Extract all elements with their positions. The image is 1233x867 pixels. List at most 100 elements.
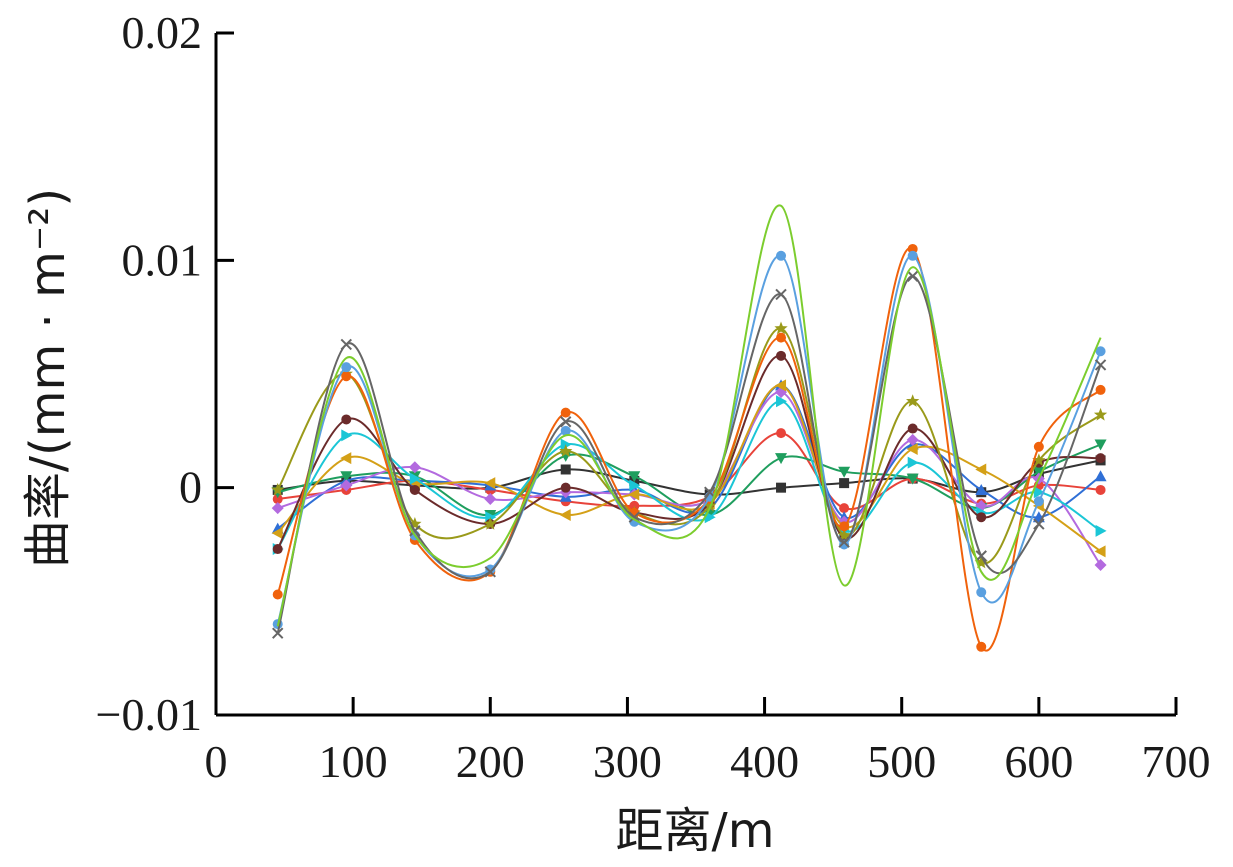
data-point (838, 536, 850, 548)
y-tick-label: −0.01 (96, 689, 202, 740)
x-axis-title: 距离/m (616, 803, 775, 859)
series-s12 (272, 270, 1107, 639)
x-tick-label: 300 (593, 736, 662, 787)
data-point (906, 443, 918, 456)
data-point (975, 483, 988, 495)
data-point (776, 250, 787, 261)
data-point (1095, 484, 1106, 495)
data-point (484, 566, 496, 578)
y-axis-title: 曲率/(mm · m⁻²) (20, 188, 76, 568)
data-point (906, 270, 919, 282)
data-point (484, 493, 497, 506)
data-point (560, 482, 571, 493)
data-point (906, 433, 919, 446)
series-line (276, 327, 1102, 565)
data-point (1033, 441, 1044, 452)
data-point (341, 362, 352, 373)
data-point (559, 508, 571, 521)
data-point (1033, 496, 1044, 507)
data-point (628, 471, 641, 483)
data-point (409, 472, 421, 485)
x-tick-label: 400 (730, 736, 799, 787)
y-tick-label: 0 (179, 462, 202, 513)
data-point (1033, 486, 1045, 499)
data-point (340, 452, 352, 465)
data-point (839, 503, 850, 514)
series-line (276, 254, 1102, 625)
data-point (1094, 558, 1107, 571)
data-point (340, 471, 353, 483)
data-point (408, 461, 421, 474)
data-point (775, 453, 788, 465)
plot-area (271, 204, 1108, 652)
data-point (703, 498, 717, 512)
series-s7 (272, 395, 1107, 556)
data-point (484, 477, 496, 490)
data-point (1094, 545, 1106, 558)
data-point (838, 466, 851, 478)
x-ticks: 0 100 200 300 400 500 600 700 (205, 697, 1211, 787)
series-s13 (276, 204, 1102, 627)
data-point (1094, 439, 1107, 451)
data-point (1095, 384, 1106, 395)
axes (214, 33, 1176, 717)
series-line (276, 275, 1102, 634)
data-point (341, 429, 353, 442)
data-point (839, 521, 850, 532)
x-tick-label: 600 (1004, 736, 1073, 787)
data-point (776, 350, 787, 361)
data-point (1094, 470, 1107, 482)
data-point (560, 464, 571, 475)
data-point (271, 502, 284, 515)
data-point (1095, 453, 1106, 464)
data-point (341, 414, 352, 425)
series-s9 (271, 321, 1108, 569)
data-point (340, 479, 353, 492)
data-point (409, 484, 420, 495)
data-point (629, 479, 641, 492)
series-line (276, 204, 1102, 627)
data-point (1094, 359, 1107, 371)
data-point (483, 517, 497, 530)
x-tick-label: 0 (205, 736, 228, 787)
data-point (341, 371, 352, 382)
data-point (775, 379, 787, 392)
data-point (1033, 518, 1045, 530)
data-point (907, 250, 918, 261)
x-tick-label: 200 (456, 736, 525, 787)
data-point (774, 321, 788, 335)
data-point (906, 394, 920, 407)
data-point (272, 627, 284, 639)
data-point (559, 444, 573, 457)
data-point (340, 338, 352, 351)
data-point (271, 482, 285, 496)
data-point (975, 550, 987, 562)
data-point (776, 395, 788, 408)
data-point (976, 587, 987, 598)
data-point (560, 438, 572, 451)
x-tick-label: 100 (319, 736, 388, 787)
x-tick-label: 700 (1142, 736, 1211, 787)
x-tick-label: 500 (867, 736, 936, 787)
data-point (628, 488, 640, 501)
data-point (560, 425, 571, 436)
data-point (272, 589, 283, 600)
data-point (272, 544, 283, 555)
data-point (272, 494, 283, 505)
data-point (409, 525, 421, 537)
data-point (1095, 346, 1106, 357)
data-point (1095, 524, 1107, 537)
data-point (975, 463, 987, 476)
data-point (776, 332, 787, 343)
data-point (976, 512, 987, 523)
y-tick-label: 0.01 (122, 234, 203, 285)
y-tick-label: 0.02 (122, 7, 203, 58)
y-ticks: −0.01 0 0.01 0.02 (96, 7, 234, 740)
data-point (776, 428, 787, 439)
data-point (775, 288, 787, 301)
data-point (839, 478, 850, 489)
data-point (560, 416, 572, 428)
data-point (1032, 453, 1046, 466)
data-point (974, 555, 988, 569)
